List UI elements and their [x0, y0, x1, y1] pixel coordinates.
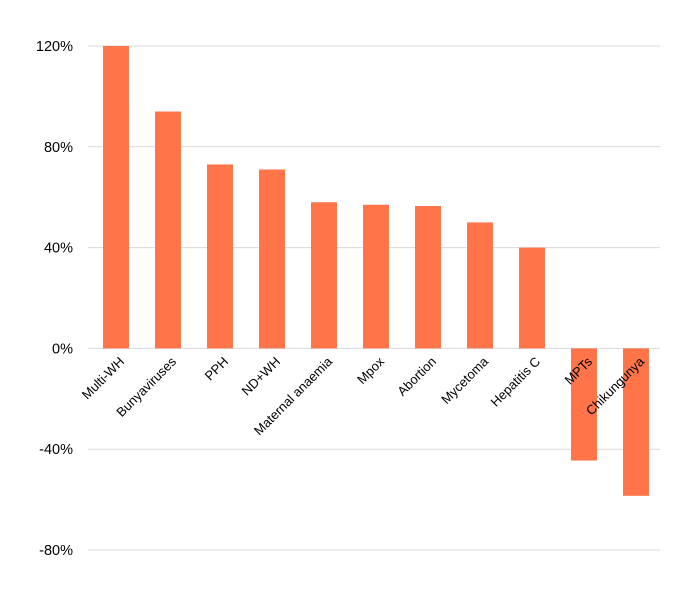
- y-tick-label: -40%: [39, 442, 73, 458]
- y-tick-label: 40%: [44, 241, 73, 257]
- y-tick-label: 120%: [36, 39, 73, 55]
- x-category-label: Multi-WH: [79, 354, 127, 402]
- x-category-label: ND+WH: [239, 354, 284, 399]
- bar: [623, 348, 649, 496]
- y-tick-label: 80%: [44, 140, 73, 156]
- x-category-label: Hepatitis C: [488, 354, 544, 410]
- bar: [311, 202, 337, 349]
- bar: [571, 348, 597, 461]
- y-tick-label: 0%: [52, 341, 73, 357]
- y-tick-label: -80%: [39, 543, 73, 559]
- bar: [415, 206, 441, 349]
- x-category-label: Abortion: [394, 354, 439, 399]
- bar: [467, 222, 493, 349]
- bar: [259, 169, 285, 349]
- y-axis-tick-labels: 120% 80% 40% 0% -40% -80%: [36, 39, 73, 559]
- bar: [155, 111, 181, 349]
- x-category-label: Mpox: [354, 354, 387, 387]
- x-category-label: PPH: [202, 354, 232, 384]
- x-category-label: Mycetoma: [438, 353, 492, 407]
- bar: [519, 247, 545, 349]
- bars: [103, 46, 649, 496]
- bar: [363, 204, 389, 349]
- bar: [207, 164, 233, 349]
- bar: [103, 46, 129, 349]
